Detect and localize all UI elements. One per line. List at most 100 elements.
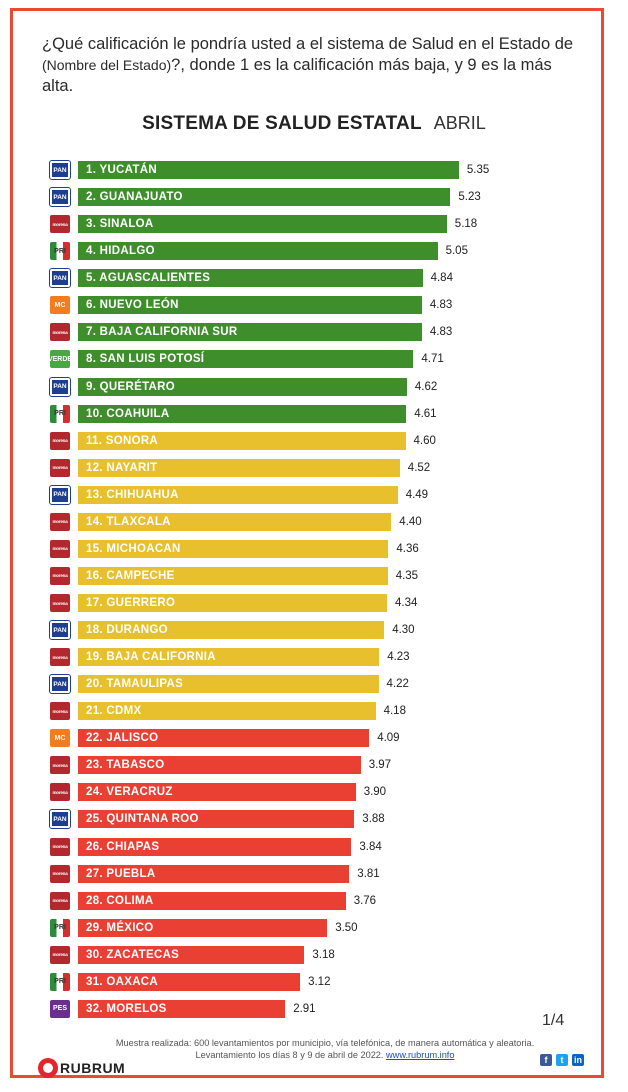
state-label: 5. AGUASCALIENTES xyxy=(86,272,211,285)
value-label: 3.88 xyxy=(362,813,385,826)
party-logo-icon: PAN xyxy=(49,620,71,640)
bar-row: PRI 31. OAXACA 3.12 xyxy=(0,972,628,991)
twitter-icon[interactable]: t xyxy=(556,1054,568,1066)
party-logo-icon: PAN xyxy=(49,187,71,208)
social-links: f t in xyxy=(540,1054,584,1066)
bar xyxy=(78,215,447,234)
bar-row: morena 14. TLAXCALA 4.40 xyxy=(0,512,628,531)
question-text-2: (Nombre del Estado) xyxy=(42,57,172,73)
party-logo-icon: morena xyxy=(50,215,70,234)
question-text-1: ¿Qué calificación le pondría usted a el … xyxy=(42,35,574,53)
bar xyxy=(78,323,422,342)
party-logo-icon: MC xyxy=(50,296,70,315)
state-label: 7. BAJA CALIFORNIA SUR xyxy=(86,326,238,339)
value-label: 4.52 xyxy=(407,461,431,474)
value-label: 5.18 xyxy=(454,218,478,231)
bar-row: PAN 9. QUERÉTARO 4.62 xyxy=(0,376,628,397)
state-label: 22. JALISCO xyxy=(86,732,159,745)
party-logo-icon: PAN xyxy=(49,809,71,830)
bar xyxy=(78,485,398,504)
state-label: 25. QUINTANA ROO xyxy=(86,813,199,826)
bar xyxy=(78,350,414,369)
bar-row: PAN 2. GUANAJUATO 5.23 xyxy=(0,187,628,208)
bar xyxy=(78,675,379,694)
bar xyxy=(78,945,305,964)
bar-row: morena 27. PUEBLA 3.81 xyxy=(0,864,628,883)
party-logo-icon: morena xyxy=(50,702,70,721)
bar xyxy=(78,242,438,261)
bar xyxy=(78,296,422,315)
bar-row: PAN 1. YUCATÁN 5.35 xyxy=(0,160,628,180)
bar-row: morena 26. CHIAPAS 3.84 xyxy=(0,837,628,856)
party-logo-icon: PAN xyxy=(49,674,71,695)
survey-question: ¿Qué calificación le pondría usted a el … xyxy=(42,34,582,97)
value-label: 5.05 xyxy=(445,245,468,258)
bar xyxy=(78,621,385,639)
facebook-icon[interactable]: f xyxy=(540,1054,552,1066)
state-label: 30. ZACATECAS xyxy=(86,948,180,961)
state-label: 18. DURANGO xyxy=(86,624,168,636)
methodology-note: Muestra realizada: 600 levantamientos po… xyxy=(60,1038,590,1061)
bar-row: morena 15. MICHOACAN 4.36 xyxy=(0,539,628,558)
party-logo-icon: morena xyxy=(50,512,70,531)
state-label: 17. GUERRERO xyxy=(86,597,176,609)
bar-row: morena 24. VERACRUZ 3.90 xyxy=(0,783,628,802)
state-label: 15. MICHOACAN xyxy=(86,542,181,555)
value-label: 3.84 xyxy=(359,840,382,853)
bar xyxy=(78,783,356,802)
party-logo-icon: morena xyxy=(50,431,70,450)
state-label: 3. SINALOA xyxy=(86,218,154,231)
party-logo-icon: morena xyxy=(50,783,70,802)
bar xyxy=(78,431,406,450)
bar xyxy=(78,594,387,612)
bar-row: VERDE 8. SAN LUIS POTOSÍ 4.71 xyxy=(0,350,628,369)
value-label: 5.23 xyxy=(458,191,481,204)
value-label: 3.50 xyxy=(335,921,358,934)
bar-row: morena 30. ZACATECAS 3.18 xyxy=(0,945,628,964)
chart-month: ABRIL xyxy=(433,113,486,133)
rubrum-logo: RUBRUM xyxy=(38,1058,125,1078)
state-label: 12. NAYARIT xyxy=(86,461,158,474)
bar-row: PRI 4. HIDALGO 5.05 xyxy=(0,242,628,261)
bar-row: MC 6. NUEVO LEÓN 4.83 xyxy=(0,296,628,315)
bar xyxy=(78,918,328,937)
state-label: 9. QUERÉTARO xyxy=(86,380,176,393)
bar-row: morena 21. CDMX 4.18 xyxy=(0,702,628,721)
value-label: 4.83 xyxy=(429,326,453,339)
bar-row: morena 7. BAJA CALIFORNIA SUR 4.83 xyxy=(0,323,628,342)
value-label: 3.90 xyxy=(363,786,387,799)
bar-row: PAN 20. TAMAULIPAS 4.22 xyxy=(0,674,628,695)
bar-row: morena 3. SINALOA 5.18 xyxy=(0,215,628,234)
value-label: 4.35 xyxy=(395,569,419,582)
party-logo-icon: PRI xyxy=(50,918,70,937)
state-label: 28. COLIMA xyxy=(86,894,154,907)
linkedin-icon[interactable]: in xyxy=(572,1054,584,1066)
value-label: 4.40 xyxy=(399,515,422,528)
party-logo-icon: PAN xyxy=(49,376,71,397)
state-label: 2. GUANAJUATO xyxy=(86,191,183,204)
state-label: 6. NUEVO LEÓN xyxy=(86,299,179,312)
bar-row: PAN 25. QUINTANA ROO 3.88 xyxy=(0,809,628,830)
value-label: 4.84 xyxy=(430,272,453,285)
state-label: 32. MORELOS xyxy=(86,1002,167,1015)
bar-row: PAN 18. DURANGO 4.30 xyxy=(0,620,628,640)
party-logo-icon: morena xyxy=(50,864,70,883)
state-label: 8. SAN LUIS POTOSÍ xyxy=(86,353,205,366)
party-logo-icon: morena xyxy=(50,539,70,558)
bar xyxy=(78,161,459,179)
value-label: 4.71 xyxy=(421,353,444,366)
value-label: 3.81 xyxy=(357,867,380,880)
bar xyxy=(78,404,407,423)
state-label: 14. TLAXCALA xyxy=(86,515,171,528)
bar xyxy=(78,999,286,1018)
bar xyxy=(78,188,451,207)
bar-row: morena 19. BAJA CALIFORNIA 4.23 xyxy=(0,648,628,667)
bar xyxy=(78,566,388,585)
value-label: 4.30 xyxy=(392,624,415,636)
state-label: 26. CHIAPAS xyxy=(86,840,160,853)
party-logo-icon: morena xyxy=(50,756,70,775)
bar-row: morena 28. COLIMA 3.76 xyxy=(0,891,628,910)
bar xyxy=(78,539,389,558)
website-link[interactable]: www.rubrum.info xyxy=(386,1049,455,1060)
value-label: 5.35 xyxy=(466,164,490,176)
